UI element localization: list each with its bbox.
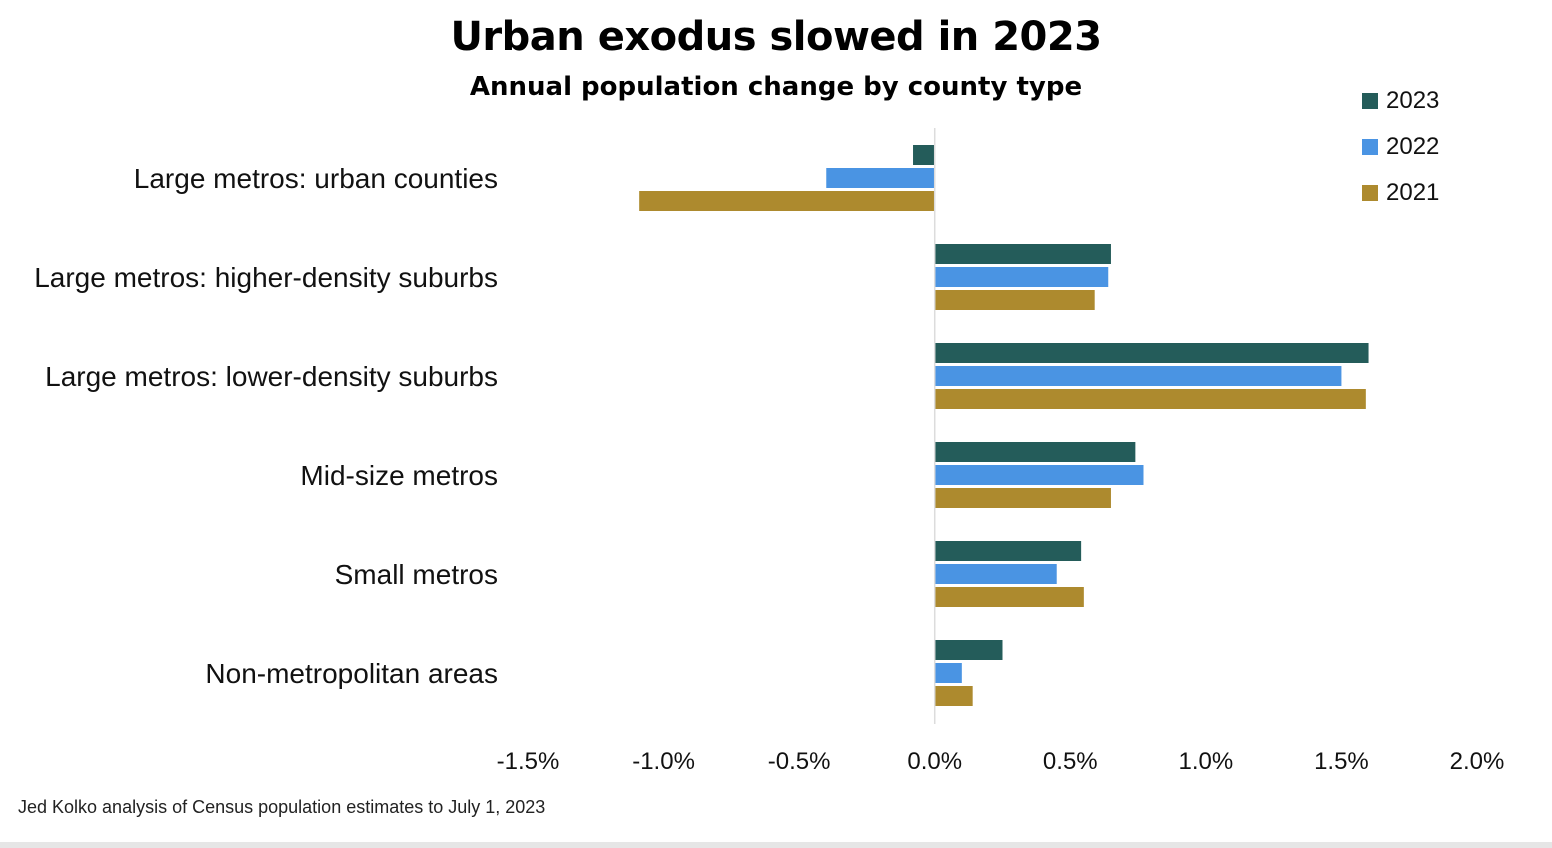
x-tick-label: 2.0% (1450, 748, 1505, 775)
bar-2021 (639, 191, 935, 211)
bottom-divider (0, 842, 1552, 848)
legend-label: 2021 (1386, 179, 1440, 206)
x-tick-labels: -1.5% -1.0% -0.5% 0.0% 0.5% 1.0% 1.5% 2.0% (497, 748, 1505, 775)
category-label: Large metros: lower-density suburbs (45, 361, 498, 392)
legend-label: 2023 (1386, 87, 1440, 114)
x-tick-label: -1.0% (632, 748, 695, 775)
x-tick-label: -1.5% (497, 748, 560, 775)
category-label: Small metros (335, 559, 498, 590)
bar-2022 (934, 465, 1144, 485)
category-label: Large metros: urban counties (134, 163, 498, 194)
x-tick-label: 1.0% (1179, 748, 1234, 775)
bar-2023 (934, 442, 1136, 462)
bar-2023 (934, 343, 1369, 363)
bar-2023 (934, 640, 1003, 660)
bars-layer (639, 145, 1369, 706)
legend-swatch (1362, 93, 1378, 109)
category-label: Mid-size metros (300, 460, 498, 491)
bar-2021 (934, 587, 1084, 607)
chart-title: Urban exodus slowed in 2023 (450, 14, 1102, 60)
category-label: Large metros: higher-density suburbs (34, 262, 498, 293)
bar-2021 (934, 686, 973, 706)
category-label: Non-metropolitan areas (205, 658, 498, 689)
legend-swatch (1362, 139, 1378, 155)
source-note: Jed Kolko analysis of Census population … (18, 797, 546, 817)
chart-subtitle: Annual population change by county type (469, 72, 1083, 102)
bar-2023 (934, 541, 1082, 561)
bar-2021 (934, 290, 1095, 310)
legend-swatch (1362, 185, 1378, 201)
bar-2021 (934, 389, 1366, 409)
bar-2023 (934, 244, 1111, 264)
x-tick-label: 1.5% (1314, 748, 1369, 775)
bar-2022 (934, 663, 962, 683)
x-tick-label: -0.5% (768, 748, 831, 775)
bar-2022 (934, 564, 1057, 584)
x-tick-label: 0.0% (907, 748, 962, 775)
x-tick-label: 0.5% (1043, 748, 1098, 775)
bar-2023 (913, 145, 935, 165)
legend-label: 2022 (1386, 133, 1440, 160)
bar-2022 (826, 168, 935, 188)
bar-2022 (934, 366, 1342, 386)
legend-item-2022: 2022 (1362, 124, 1439, 170)
category-labels: Large metros: urban counties Large metros… (34, 163, 498, 689)
legend-item-2021: 2021 (1362, 170, 1439, 216)
bar-2022 (934, 267, 1109, 287)
bar-2021 (934, 488, 1111, 508)
legend-item-2023: 2023 (1362, 78, 1439, 124)
legend: 2023 2022 2021 (1362, 78, 1439, 216)
